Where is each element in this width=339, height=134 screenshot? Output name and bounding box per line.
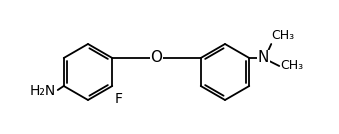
Text: CH₃: CH₃ [280,59,303,72]
Text: F: F [114,92,122,106]
Text: O: O [151,51,162,66]
Text: N: N [258,51,269,66]
Text: CH₃: CH₃ [271,29,294,42]
Text: H₂N: H₂N [29,84,56,98]
